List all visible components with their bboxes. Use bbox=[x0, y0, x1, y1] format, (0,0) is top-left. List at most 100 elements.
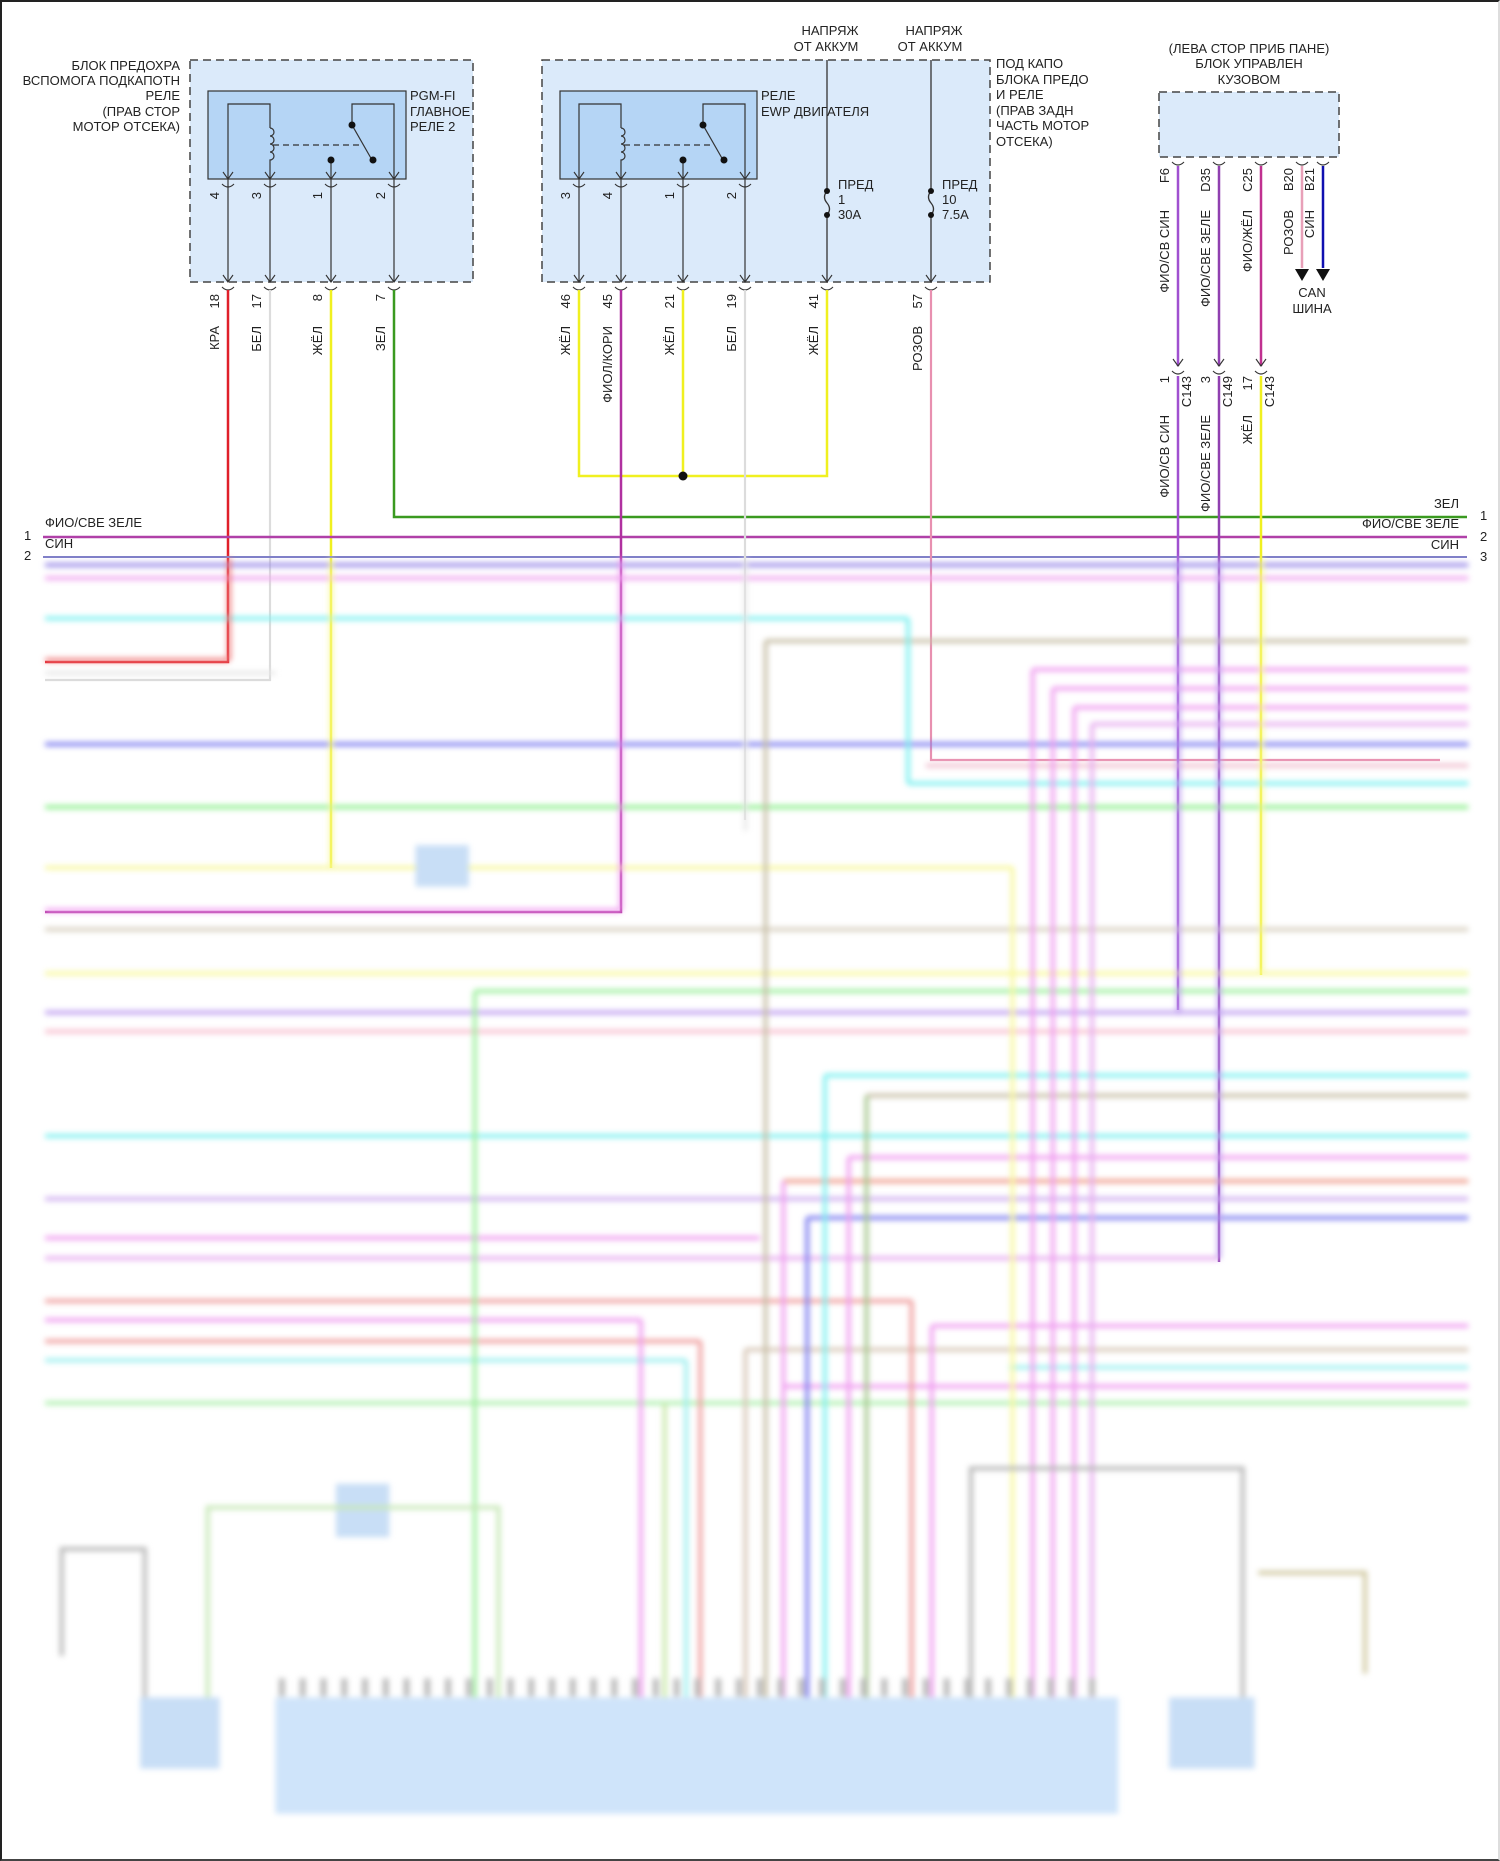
wire-color-label: ФИО/ЖЁЛ bbox=[1240, 210, 1255, 272]
wire-color-label: БЕЛ bbox=[724, 326, 739, 352]
pin-arrow-icon bbox=[222, 274, 234, 283]
ecm-pin bbox=[486, 1678, 493, 1697]
connector-pin-icon bbox=[820, 286, 834, 291]
relay-name: EWP ДВИГАТЕЛЯ bbox=[761, 104, 869, 119]
location-label: И РЕЛЕ bbox=[996, 87, 1044, 102]
bus-wire-label: ФИО/СВЕ ЗЕЛЕ bbox=[45, 515, 142, 530]
connector-pin-number: 3 bbox=[1198, 376, 1213, 383]
bus-wire-number: 1 bbox=[1480, 508, 1487, 523]
wire-color-label: ЖЁЛ bbox=[662, 326, 677, 355]
connector-pin-icon bbox=[738, 183, 752, 188]
relay-name: PGM-FI bbox=[410, 88, 456, 103]
wire-red bbox=[45, 290, 230, 664]
relay-coil-switch-symbol bbox=[578, 103, 746, 178]
ecm-pin bbox=[756, 1678, 763, 1697]
location-label: БЛОК ПРЕДОХРА bbox=[71, 58, 180, 73]
ecm-pin bbox=[777, 1678, 784, 1697]
fuse-label: ПРЕД bbox=[942, 177, 978, 192]
ecm-box bbox=[275, 1697, 1119, 1814]
fuse-label: 7.5A bbox=[942, 207, 969, 222]
wire-number: 41 bbox=[806, 294, 821, 308]
can-arrow-icon bbox=[1316, 269, 1330, 281]
connector-id: C143 bbox=[1179, 376, 1194, 407]
module-title: (ЛЕВА СТОР ПРИБ ПАНЕ) bbox=[1169, 41, 1330, 56]
wire-number: 57 bbox=[910, 294, 925, 308]
pin-number: 3 bbox=[249, 192, 264, 199]
relay-name: РЕЛЕ bbox=[761, 88, 796, 103]
ecm-pin bbox=[362, 1678, 369, 1697]
connector-pin-icon bbox=[324, 183, 338, 188]
obscured-wire bbox=[1258, 1570, 1368, 1674]
wire-number: 7 bbox=[373, 294, 388, 301]
ecm-pin bbox=[424, 1678, 431, 1697]
pin-arrow-icon bbox=[573, 171, 585, 180]
ecm-pin bbox=[507, 1678, 514, 1697]
ecm-pin bbox=[1089, 1678, 1096, 1697]
ecm-pin bbox=[798, 1678, 805, 1697]
wire-number: 19 bbox=[724, 294, 739, 308]
pin-number: C25 bbox=[1240, 168, 1255, 192]
ecm-pin bbox=[943, 1678, 950, 1697]
ecm-pin bbox=[964, 1678, 971, 1697]
ecm-pin bbox=[860, 1678, 867, 1697]
ecm-pin bbox=[1026, 1678, 1033, 1697]
fuse-label: 1 bbox=[838, 192, 845, 207]
obscured-wire bbox=[205, 1505, 501, 1698]
fuse-label: 10 bbox=[942, 192, 956, 207]
pin-arrow-icon bbox=[222, 171, 234, 180]
connector-pin-number: 1 bbox=[1157, 376, 1172, 383]
can-bus-label: ШИНА bbox=[1292, 301, 1332, 316]
ecm-pin bbox=[715, 1678, 722, 1697]
pin-arrow-icon bbox=[739, 171, 751, 180]
pin-arrow-icon bbox=[677, 171, 689, 180]
bus-wire-number: 2 bbox=[1480, 529, 1487, 544]
connector-pin-icon bbox=[676, 286, 690, 291]
wire-color-label: ФИО/СВЕ ЗЕЛЕ bbox=[1198, 210, 1213, 307]
connector-pin-icon bbox=[1171, 161, 1185, 166]
pin-arrow-icon bbox=[573, 274, 585, 283]
location-label: ВСПОМОГА ПОДКАПОТН bbox=[23, 73, 180, 88]
ecm-pin bbox=[881, 1678, 888, 1697]
location-label: (ПРАВ ЗАДН bbox=[996, 103, 1074, 118]
ecm-pin bbox=[382, 1678, 389, 1697]
body-control-module: (ЛЕВА СТОР ПРИБ ПАНЕ) БЛОК УПРАВЛЕН КУЗО… bbox=[1158, 41, 1340, 316]
pin-arrow-icon bbox=[264, 171, 276, 180]
pin-arrow-icon bbox=[615, 171, 627, 180]
bus-wire-number: 1 bbox=[24, 528, 31, 543]
connector-pin-icon bbox=[614, 286, 628, 291]
connector-pin-icon bbox=[1212, 161, 1226, 166]
pin-number: F6 bbox=[1157, 168, 1172, 183]
wire-number: 46 bbox=[558, 294, 573, 308]
wire-color-label: ЖЁЛ bbox=[310, 326, 325, 355]
connector-pin-icon bbox=[221, 286, 235, 291]
ecm-pin bbox=[632, 1678, 639, 1697]
obscured-diagram-section bbox=[45, 557, 1469, 1814]
location-label: РЕЛЕ bbox=[145, 88, 180, 103]
splice-dot bbox=[678, 471, 688, 481]
wire-white bbox=[45, 290, 272, 682]
location-label: МОТОР ОТСЕКА) bbox=[73, 119, 180, 134]
ecm-pin bbox=[1047, 1678, 1054, 1697]
wire-color-label: РОЗОВ bbox=[910, 326, 925, 371]
supply-label: ОТ АККУМ bbox=[898, 39, 963, 54]
connector-pin-icon bbox=[572, 183, 586, 188]
wire-yellow bbox=[577, 290, 829, 478]
connector-pin-number: 17 bbox=[1240, 376, 1255, 390]
bus-wire-number: 3 bbox=[1480, 549, 1487, 564]
pgm-fi-main-relay-block: БЛОК ПРЕДОХРА ВСПОМОГА ПОДКАПОТН РЕЛЕ (П… bbox=[23, 58, 474, 283]
wire-number: 18 bbox=[207, 294, 222, 308]
bus-labels: ФИО/СВЕ ЗЕЛЕ 1 СИН 2 ЗЕЛ 1 ФИО/СВЕ ЗЕЛЕ … bbox=[24, 496, 1487, 564]
module-title: КУЗОВОМ bbox=[1218, 72, 1281, 87]
connector-pin-icon bbox=[924, 286, 938, 291]
can-bus-label: CAN bbox=[1298, 285, 1325, 300]
ecm-pin bbox=[819, 1678, 826, 1697]
connector-pin-icon bbox=[614, 183, 628, 188]
bus-wire-label: СИН bbox=[45, 536, 73, 551]
connector-box bbox=[335, 1483, 390, 1538]
connector-pin-icon bbox=[572, 286, 586, 291]
ecm-pin bbox=[985, 1678, 992, 1697]
pin-arrow-icon bbox=[615, 274, 627, 283]
wire-color-label: ФИОЛ/КОРИ bbox=[600, 326, 615, 403]
wire-labels: 418КРА317БЕЛ18ЖЁЛ27ЗЕЛ346ЖЁЛ445ФИОЛ/КОРИ… bbox=[207, 168, 1317, 512]
pin-arrow-icon bbox=[325, 274, 337, 283]
